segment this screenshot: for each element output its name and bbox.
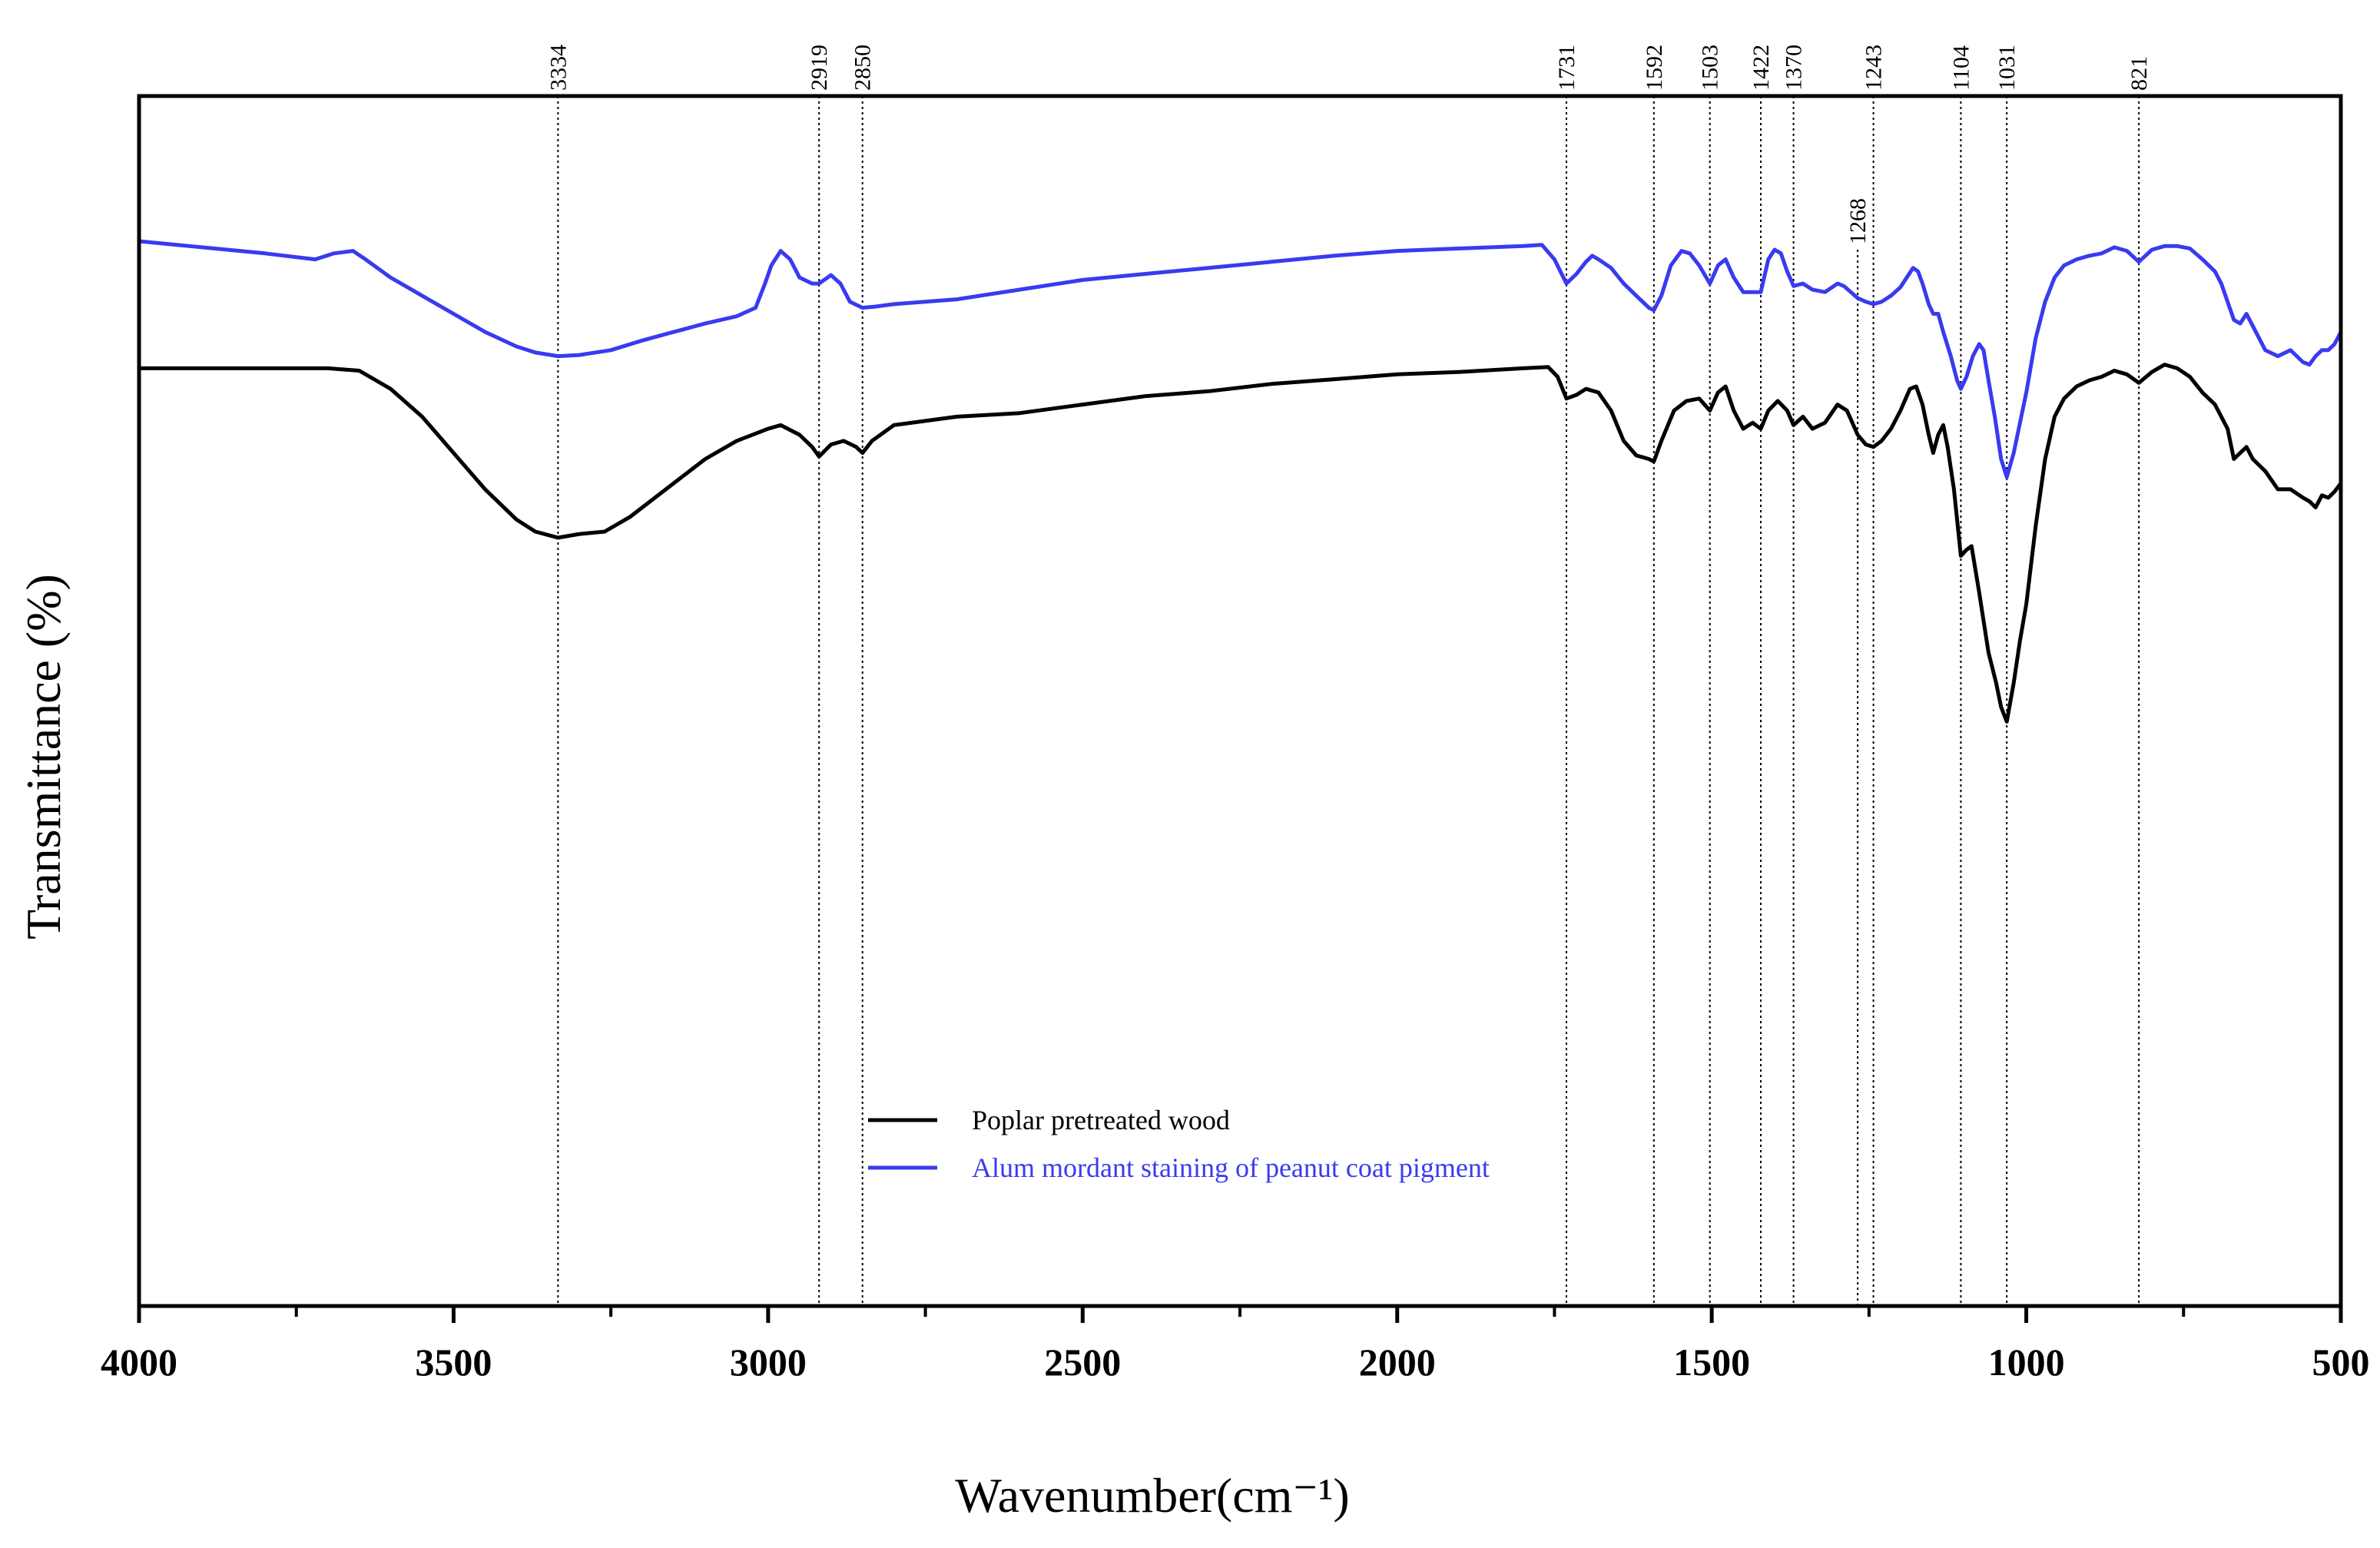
x-tick-label-4000: 4000 (101, 1341, 177, 1384)
x-tick-label-1000: 1000 (1988, 1341, 2065, 1384)
peak-label-1243: 1243 (1861, 45, 1887, 91)
x-tick-label-3000: 3000 (730, 1341, 807, 1384)
x-tick-label-500: 500 (2312, 1341, 2370, 1384)
x-tick-label-3500: 3500 (415, 1341, 492, 1384)
peak-label-3334: 3334 (545, 45, 571, 91)
legend: Poplar pretreated wood Alum mordant stai… (868, 1105, 1490, 1183)
legend-label-poplar: Poplar pretreated wood (972, 1105, 1230, 1135)
peak-label-2919: 2919 (807, 45, 832, 91)
legend-label-alum: Alum mordant staining of peanut coat pig… (972, 1152, 1490, 1183)
x-tick-label-1500: 1500 (1673, 1341, 1750, 1384)
peak-label-1031: 1031 (1994, 45, 2020, 91)
peak-labels: 3334 2919 2850 1731 1592 1503 1422 1370 1268 1243… (545, 45, 2152, 244)
x-axis-ticks: 4000 3500 3000 2500 2000 1500 1000 500 (101, 1306, 2370, 1384)
peak-label-1268: 1268 (1845, 198, 1871, 244)
peak-guide-lines (557, 96, 2140, 1306)
peak-label-1592: 1592 (1642, 45, 1667, 91)
peak-label-1503: 1503 (1698, 45, 1723, 91)
peak-label-1422: 1422 (1749, 45, 1774, 91)
series-line-0 (139, 363, 2343, 724)
peak-label-1731: 1731 (1554, 45, 1579, 91)
series-line-1 (138, 239, 2343, 479)
peak-label-2850: 2850 (850, 45, 876, 91)
peak-label-1370: 1370 (1782, 45, 1807, 91)
x-axis-title: Wavenumber(cm⁻¹) (955, 1468, 1349, 1523)
spectrum-lines (138, 239, 2343, 724)
y-axis-title: Transmittance (%) (16, 574, 71, 940)
x-tick-label-2500: 2500 (1044, 1341, 1121, 1384)
peak-label-1104: 1104 (1948, 45, 1974, 91)
x-tick-label-2000: 2000 (1359, 1341, 1436, 1384)
peak-label-821: 821 (2126, 56, 2152, 91)
